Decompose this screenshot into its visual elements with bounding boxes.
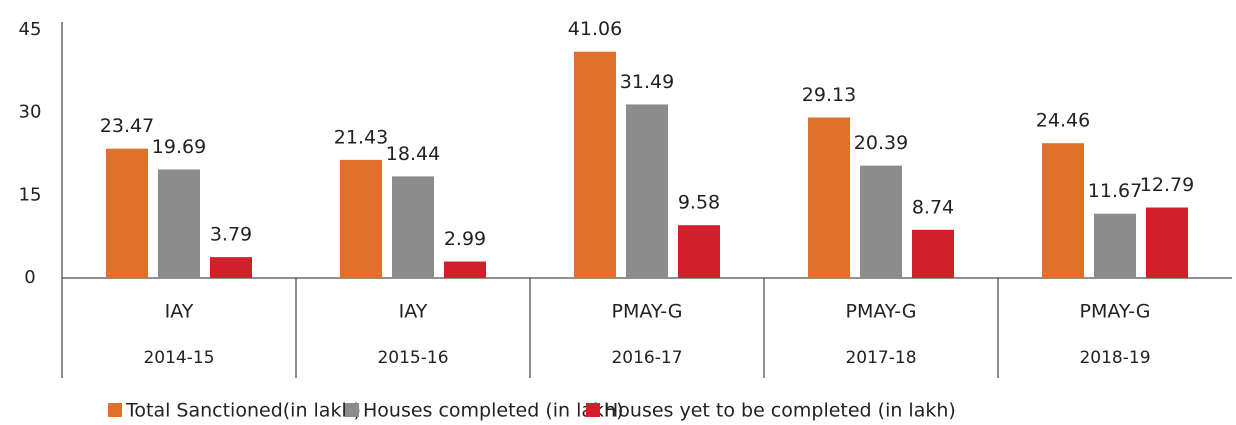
bar <box>158 169 200 278</box>
value-label: 12.79 <box>1140 174 1194 196</box>
y-tick-label: 45 <box>19 19 42 40</box>
value-label: 24.46 <box>1036 110 1090 132</box>
legend-swatch <box>586 403 600 417</box>
y-tick-label: 0 <box>24 267 35 288</box>
y-tick-label: 30 <box>19 102 42 123</box>
value-label: 19.69 <box>152 136 206 158</box>
bar <box>912 229 954 278</box>
x-group-label: 2017-18 <box>845 348 916 368</box>
value-label: 9.58 <box>678 192 720 214</box>
bar <box>574 51 616 279</box>
legend-swatch <box>345 403 359 417</box>
value-label: 2.99 <box>444 228 486 250</box>
x-tick-label: IAY <box>165 301 194 323</box>
bar <box>392 176 434 278</box>
bar <box>340 159 382 278</box>
value-label: 31.49 <box>620 71 674 93</box>
x-group-label: 2015-16 <box>377 348 448 368</box>
x-tick-label: PMAY-G <box>612 301 683 323</box>
x-group-label: 2014-15 <box>143 348 214 368</box>
x-tick-label: PMAY-G <box>1080 301 1151 323</box>
bar <box>1094 213 1136 278</box>
bar <box>626 104 668 278</box>
legend-swatch <box>108 403 122 417</box>
value-label: 23.47 <box>100 115 154 137</box>
value-label: 41.06 <box>568 18 622 40</box>
value-label: 21.43 <box>334 126 388 148</box>
x-tick-label: IAY <box>399 301 428 323</box>
bar <box>860 165 902 278</box>
value-label: 29.13 <box>802 84 856 106</box>
legend-label: Houses yet to be completed (in lakh) <box>604 400 956 422</box>
value-label: 20.39 <box>854 132 908 154</box>
bar <box>106 148 148 278</box>
bar <box>1146 207 1188 278</box>
bar <box>1042 143 1084 278</box>
bar <box>678 225 720 278</box>
value-label: 3.79 <box>210 224 252 246</box>
value-label: 18.44 <box>386 143 440 165</box>
value-label: 8.74 <box>912 196 954 218</box>
x-group-label: 2016-17 <box>611 348 682 368</box>
bar <box>808 117 850 278</box>
y-tick-label: 15 <box>19 184 42 205</box>
legend-label: Total Sanctioned(in lakh) <box>125 400 361 422</box>
bar <box>210 257 252 278</box>
bar <box>444 261 486 278</box>
x-group-label: 2018-19 <box>1079 348 1150 368</box>
value-label: 11.67 <box>1088 180 1142 202</box>
legend-label: Houses completed (in lakh) <box>363 400 623 422</box>
x-tick-label: PMAY-G <box>846 301 917 323</box>
